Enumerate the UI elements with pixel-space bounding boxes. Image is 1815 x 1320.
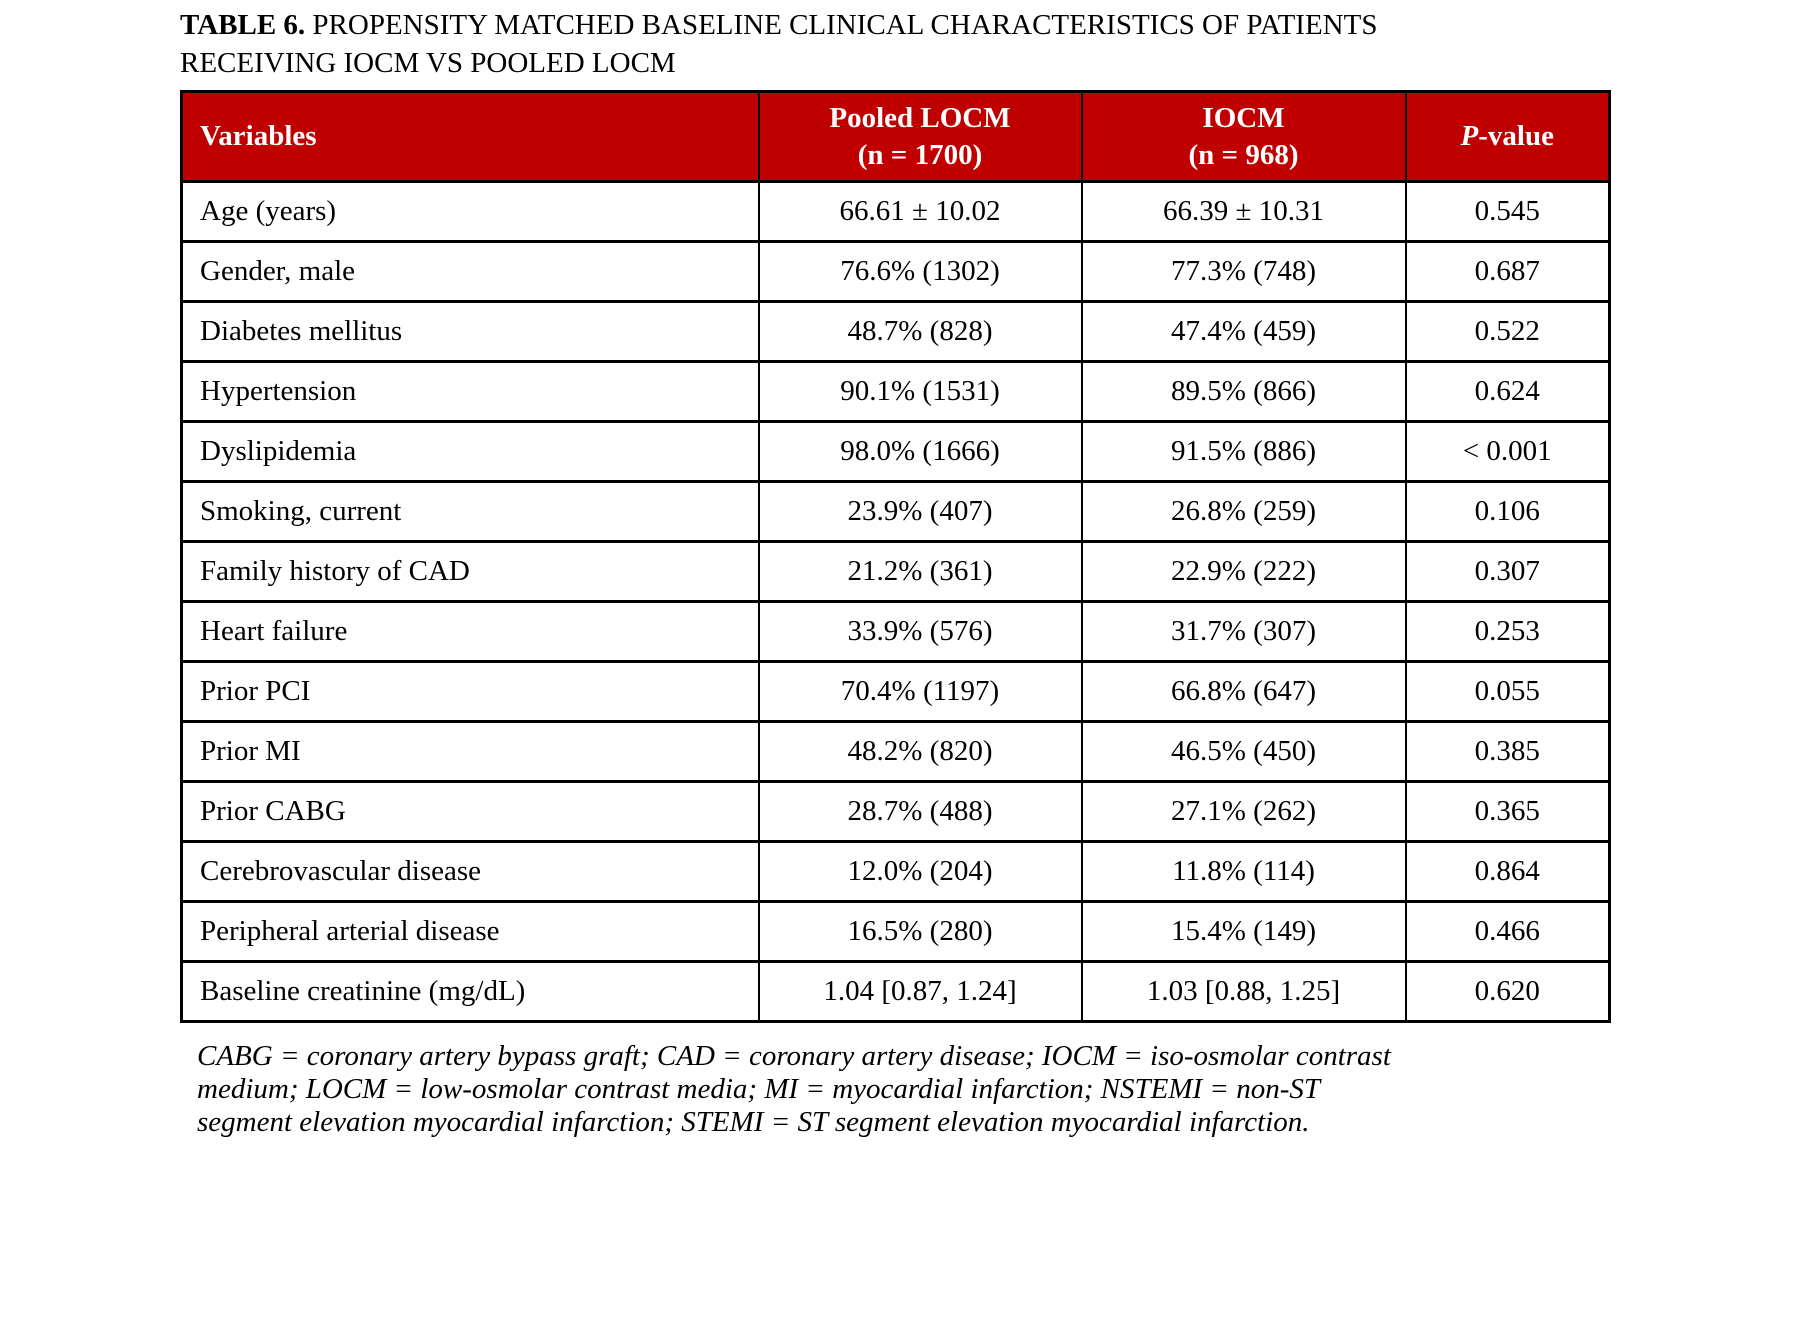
cell-iocm: 91.5% (886) bbox=[1080, 420, 1407, 483]
cell-p-value: 0.620 bbox=[1404, 960, 1611, 1023]
cell-pooled-locm: 98.0% (1666) bbox=[757, 420, 1083, 483]
table-row: Dyslipidemia 98.0% (1666) 91.5% (886) < … bbox=[180, 420, 1611, 483]
caption-label: TABLE 6. bbox=[180, 9, 306, 41]
cell-pooled-locm: 76.6% (1302) bbox=[757, 240, 1083, 303]
cell-variable: Prior CABG bbox=[180, 780, 760, 843]
header-p-italic: P bbox=[1460, 120, 1479, 152]
table-row: Hypertension 90.1% (1531) 89.5% (866) 0.… bbox=[180, 360, 1611, 423]
cell-iocm: 26.8% (259) bbox=[1080, 480, 1407, 543]
cell-p-value: 0.466 bbox=[1404, 900, 1611, 963]
cell-variable: Prior PCI bbox=[180, 660, 760, 723]
cell-iocm: 47.4% (459) bbox=[1080, 300, 1407, 363]
header-row: Variables Pooled LOCM (n = 1700) IOCM (n… bbox=[180, 90, 1611, 183]
cell-p-value: 0.545 bbox=[1404, 180, 1611, 243]
footnote-line: segment elevation myocardial infarction;… bbox=[197, 1106, 1310, 1138]
cell-pooled-locm: 90.1% (1531) bbox=[757, 360, 1083, 423]
cell-pooled-locm: 12.0% (204) bbox=[757, 840, 1083, 903]
table-row: Peripheral arterial disease 16.5% (280) … bbox=[180, 900, 1611, 963]
cell-p-value: 0.687 bbox=[1404, 240, 1611, 303]
cell-pooled-locm: 28.7% (488) bbox=[757, 780, 1083, 843]
caption-line-2: RECEIVING IOCM VS POOLED LOCM bbox=[180, 47, 676, 79]
cell-iocm: 1.03 [0.88, 1.25] bbox=[1080, 960, 1407, 1023]
cell-iocm: 89.5% (866) bbox=[1080, 360, 1407, 423]
cell-iocm: 11.8% (114) bbox=[1080, 840, 1407, 903]
header-variables: Variables bbox=[180, 90, 760, 183]
header-p-value: P-value bbox=[1404, 90, 1611, 183]
cell-pooled-locm: 33.9% (576) bbox=[757, 600, 1083, 663]
cell-pooled-locm: 48.7% (828) bbox=[757, 300, 1083, 363]
cell-variable: Prior MI bbox=[180, 720, 760, 783]
table-row: Prior CABG 28.7% (488) 27.1% (262) 0.365 bbox=[180, 780, 1611, 843]
cell-p-value: 0.307 bbox=[1404, 540, 1611, 603]
cell-iocm: 22.9% (222) bbox=[1080, 540, 1407, 603]
cell-variable: Gender, male bbox=[180, 240, 760, 303]
cell-variable: Baseline creatinine (mg/dL) bbox=[180, 960, 760, 1023]
caption-text: PROPENSITY MATCHED BASELINE CLINICAL CHA… bbox=[312, 9, 1378, 41]
cell-p-value: 0.624 bbox=[1404, 360, 1611, 423]
footnote-line: medium; LOCM = low-osmolar contrast medi… bbox=[197, 1073, 1321, 1105]
cell-iocm: 66.39 ± 10.31 bbox=[1080, 180, 1407, 243]
cell-pooled-locm: 21.2% (361) bbox=[757, 540, 1083, 603]
cell-p-value: 0.253 bbox=[1404, 600, 1611, 663]
cell-iocm: 77.3% (748) bbox=[1080, 240, 1407, 303]
table-row: Heart failure 33.9% (576) 31.7% (307) 0.… bbox=[180, 600, 1611, 663]
table-row: Age (years) 66.61 ± 10.02 66.39 ± 10.31 … bbox=[180, 180, 1611, 243]
cell-variable: Family history of CAD bbox=[180, 540, 760, 603]
cell-pooled-locm: 66.61 ± 10.02 bbox=[757, 180, 1083, 243]
caption-line-1: TABLE 6. PROPENSITY MATCHED BASELINE CLI… bbox=[180, 6, 1640, 44]
cell-p-value: < 0.001 bbox=[1404, 420, 1611, 483]
table-row: Prior PCI 70.4% (1197) 66.8% (647) 0.055 bbox=[180, 660, 1611, 723]
cell-p-value: 0.365 bbox=[1404, 780, 1611, 843]
cell-iocm: 15.4% (149) bbox=[1080, 900, 1407, 963]
cell-variable: Dyslipidemia bbox=[180, 420, 760, 483]
table-row: Family history of CAD 21.2% (361) 22.9% … bbox=[180, 540, 1611, 603]
table-row: Diabetes mellitus 48.7% (828) 47.4% (459… bbox=[180, 300, 1611, 363]
cell-pooled-locm: 48.2% (820) bbox=[757, 720, 1083, 783]
cell-iocm: 27.1% (262) bbox=[1080, 780, 1407, 843]
table-caption: TABLE 6. PROPENSITY MATCHED BASELINE CLI… bbox=[180, 6, 1640, 82]
cell-p-value: 0.864 bbox=[1404, 840, 1611, 903]
cell-p-value: 0.055 bbox=[1404, 660, 1611, 723]
cell-p-value: 0.106 bbox=[1404, 480, 1611, 543]
table-row: Gender, male 76.6% (1302) 77.3% (748) 0.… bbox=[180, 240, 1611, 303]
header-iocm-title: IOCM bbox=[1202, 101, 1285, 134]
table-row: Cerebrovascular disease 12.0% (204) 11.8… bbox=[180, 840, 1611, 903]
cell-iocm: 66.8% (647) bbox=[1080, 660, 1407, 723]
cell-variable: Peripheral arterial disease bbox=[180, 900, 760, 963]
header-pooled-locm: Pooled LOCM (n = 1700) bbox=[757, 90, 1083, 183]
baseline-characteristics-table: Variables Pooled LOCM (n = 1700) IOCM (n… bbox=[180, 90, 1611, 1023]
cell-variable: Age (years) bbox=[180, 180, 760, 243]
cell-variable: Diabetes mellitus bbox=[180, 300, 760, 363]
cell-pooled-locm: 23.9% (407) bbox=[757, 480, 1083, 543]
cell-pooled-locm: 1.04 [0.87, 1.24] bbox=[757, 960, 1083, 1023]
table-row: Baseline creatinine (mg/dL) 1.04 [0.87, … bbox=[180, 960, 1611, 1023]
cell-p-value: 0.385 bbox=[1404, 720, 1611, 783]
cell-pooled-locm: 16.5% (280) bbox=[757, 900, 1083, 963]
cell-variable: Cerebrovascular disease bbox=[180, 840, 760, 903]
table-row: Smoking, current 23.9% (407) 26.8% (259)… bbox=[180, 480, 1611, 543]
footnote-line: CABG = coronary artery bypass graft; CAD… bbox=[197, 1040, 1391, 1072]
cell-iocm: 46.5% (450) bbox=[1080, 720, 1407, 783]
cell-p-value: 0.522 bbox=[1404, 300, 1611, 363]
header-iocm: IOCM (n = 968) bbox=[1080, 90, 1407, 183]
abbreviations-footnote: CABG = coronary artery bypass graft; CAD… bbox=[197, 1040, 1497, 1139]
header-p-rest: -value bbox=[1478, 120, 1554, 152]
table-row: Prior MI 48.2% (820) 46.5% (450) 0.385 bbox=[180, 720, 1611, 783]
cell-iocm: 31.7% (307) bbox=[1080, 600, 1407, 663]
cell-variable: Hypertension bbox=[180, 360, 760, 423]
header-pooled-locm-title: Pooled LOCM bbox=[829, 101, 1011, 134]
cell-variable: Heart failure bbox=[180, 600, 760, 663]
header-pooled-locm-n: (n = 1700) bbox=[857, 138, 983, 171]
cell-pooled-locm: 70.4% (1197) bbox=[757, 660, 1083, 723]
header-iocm-n: (n = 968) bbox=[1188, 138, 1299, 171]
cell-variable: Smoking, current bbox=[180, 480, 760, 543]
